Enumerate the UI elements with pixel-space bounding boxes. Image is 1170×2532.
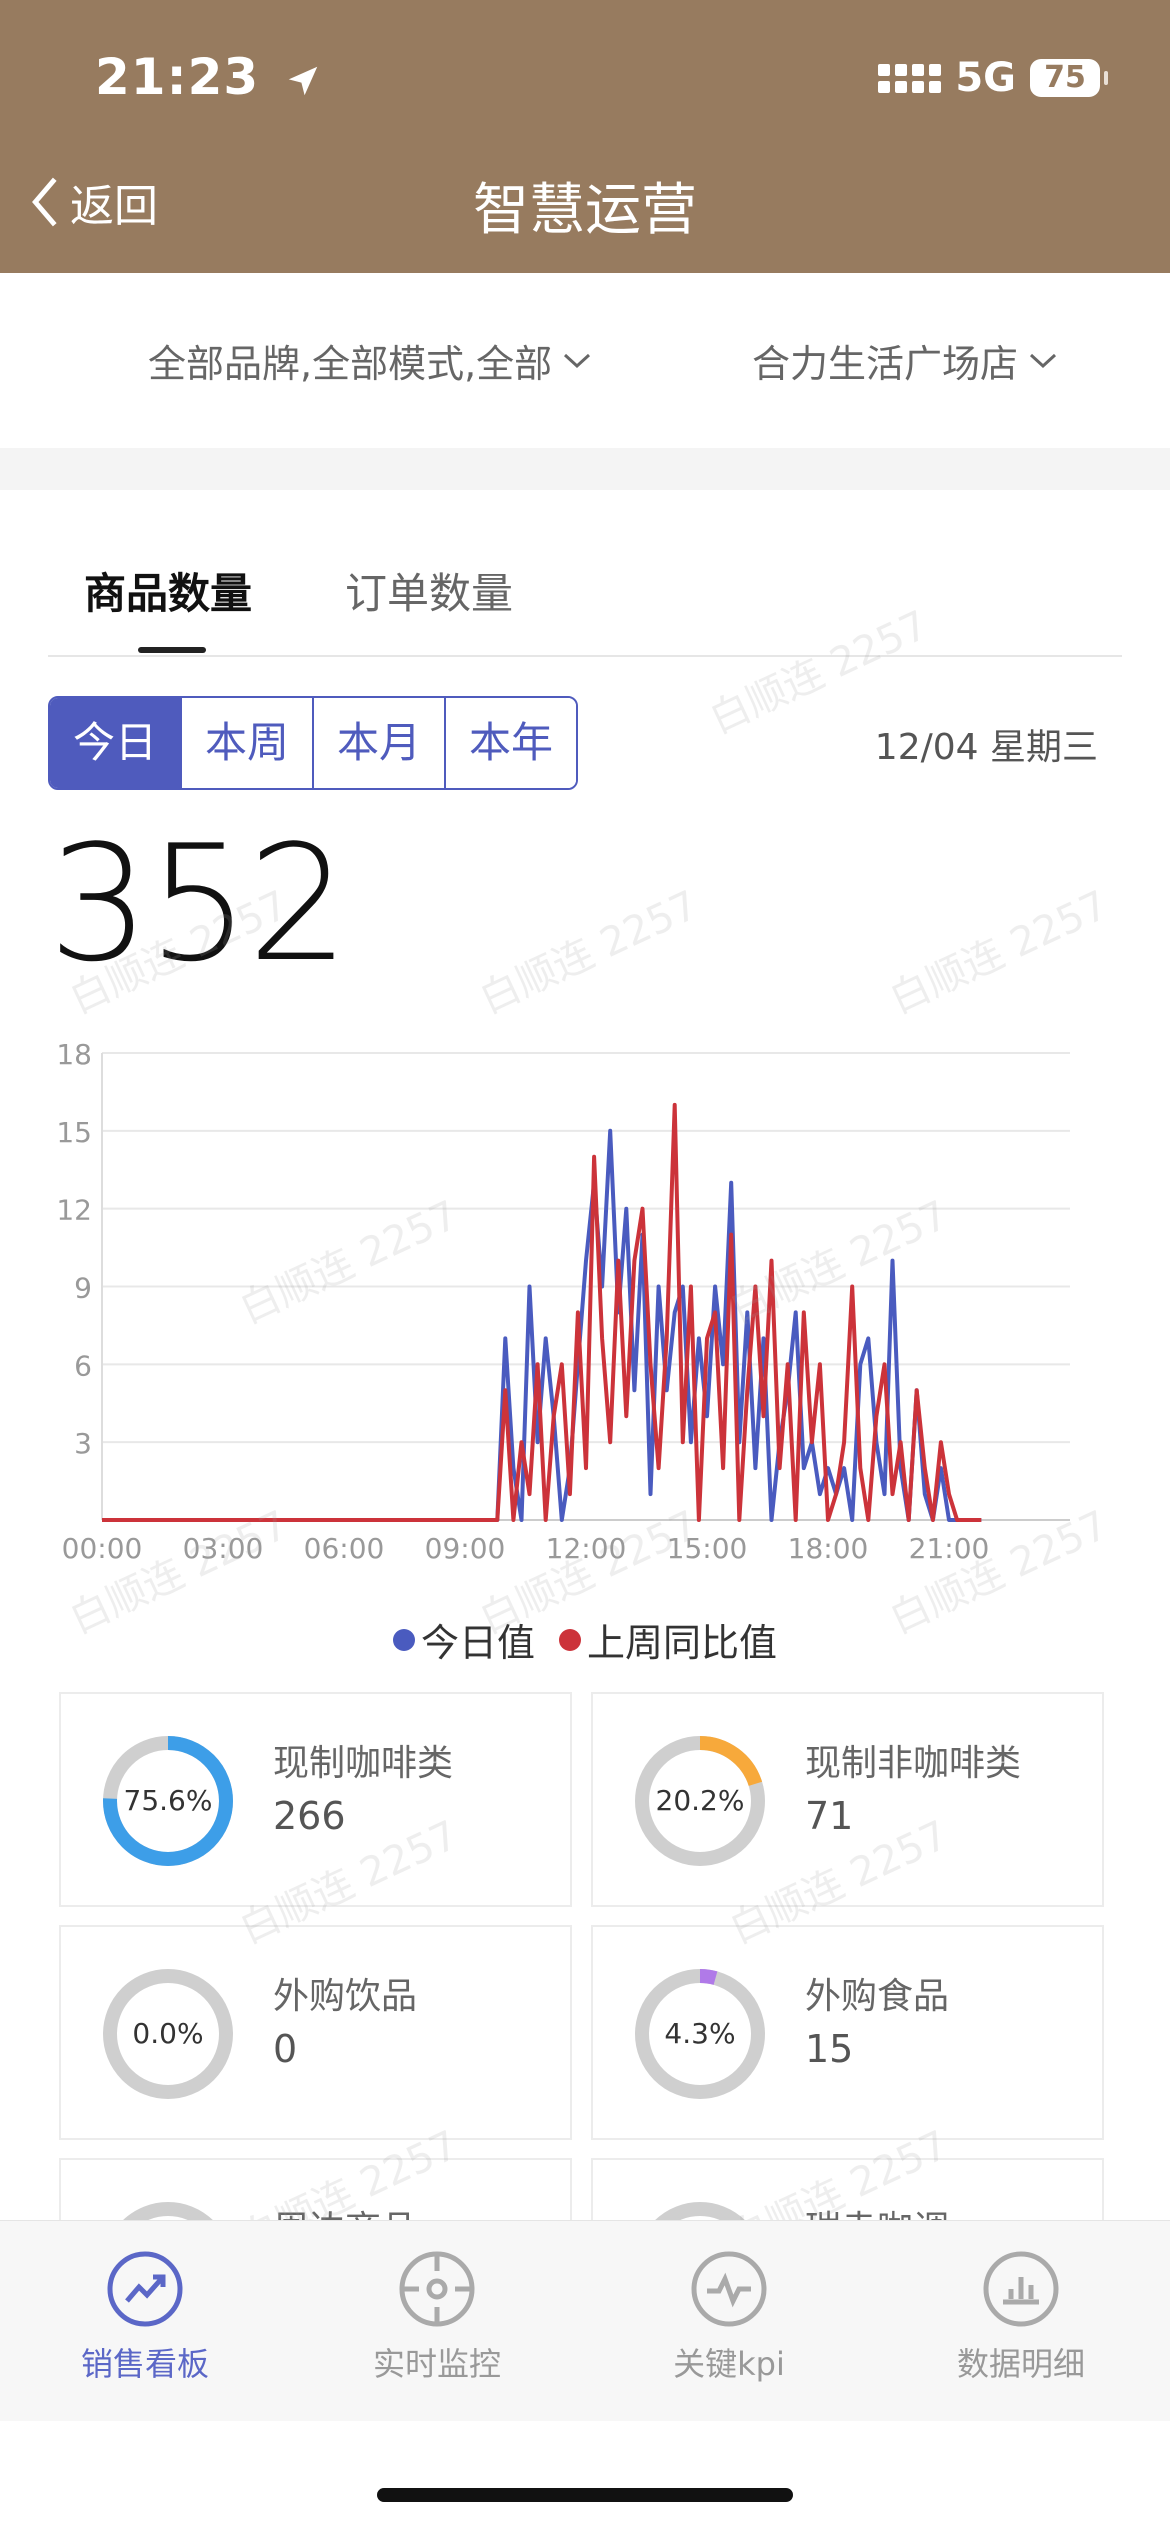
progress-ring-icon — [103, 1736, 233, 1866]
category-percent: 0.0% — [132, 2017, 204, 2050]
category-card[interactable]: 75.6% 现制咖啡类 266 — [59, 1692, 572, 1907]
x-tick-label: 21:00 — [909, 1532, 990, 1565]
tab-realtime-monitor-label: 实时监控 — [372, 2345, 501, 2383]
legend-item-lastweek[interactable]: 上周同比值 — [559, 1612, 777, 1667]
back-label: 返回 — [70, 181, 158, 232]
status-indicators: 5G 75 — [878, 55, 1108, 101]
bar-chart-icon — [983, 2251, 1059, 2327]
battery-icon: 75 — [1030, 59, 1108, 97]
period-month-button[interactable]: 本月 — [312, 698, 444, 788]
x-tick-label: 15:00 — [667, 1532, 748, 1565]
progress-ring-icon — [635, 1736, 765, 1866]
target-icon — [399, 2251, 475, 2327]
filter-bar: 全部品牌,全部模式,全部 合力生活广场店 — [0, 273, 1170, 448]
tab-divider — [48, 655, 1122, 657]
category-percent: 75.6% — [123, 1784, 213, 1817]
tab-key-kpi-label: 关键kpi — [673, 2345, 785, 2383]
store-value: 合力生活广场店 — [752, 342, 1019, 386]
x-tick-label: 12:00 — [546, 1532, 627, 1565]
watermark-text: 白顺连 2257 — [472, 882, 705, 1024]
status-time: 21:23 — [95, 48, 322, 106]
period-week-button[interactable]: 本周 — [180, 698, 312, 788]
category-card[interactable]: 4.3% 外购食品 15 — [591, 1925, 1104, 2140]
pulse-icon — [691, 2251, 767, 2327]
category-value: 0 — [273, 2027, 298, 2071]
chevron-down-icon — [564, 353, 591, 368]
category-name: 现制非咖啡类 — [805, 1743, 1022, 1784]
legend-label-today: 今日值 — [420, 1621, 535, 1665]
section-separator — [0, 448, 1170, 490]
trend-chart-icon — [107, 2251, 183, 2327]
x-tick-label: 03:00 — [183, 1532, 264, 1565]
tab-realtime-monitor[interactable]: 实时监控 — [337, 2249, 537, 2385]
x-tick-label: 06:00 — [304, 1532, 385, 1565]
battery-level: 75 — [1044, 60, 1086, 95]
y-tick-label: 6 — [74, 1349, 92, 1382]
tab-order-count[interactable]: 订单数量 — [345, 569, 514, 618]
category-percent: 20.2% — [655, 1784, 745, 1817]
category-card[interactable]: 0.0% 外购饮品 0 — [59, 1925, 572, 2140]
page-title: 智慧运营 — [473, 178, 697, 243]
period-today-button[interactable]: 今日 — [50, 698, 180, 788]
active-tab-indicator — [138, 647, 206, 653]
chevron-down-icon — [1030, 353, 1057, 368]
period-year-button[interactable]: 本年 — [444, 698, 576, 788]
category-name: 现制咖啡类 — [273, 1743, 454, 1784]
total-count: 352 — [48, 810, 349, 997]
legend-dot-lastweek — [559, 1628, 582, 1651]
y-tick-label: 12 — [56, 1194, 92, 1227]
x-tick-label: 09:00 — [425, 1532, 506, 1565]
legend-item-today[interactable]: 今日值 — [392, 1612, 535, 1667]
home-indicator — [377, 2488, 793, 2502]
x-tick-label: 18:00 — [788, 1532, 869, 1565]
legend-dot-today — [392, 1628, 415, 1651]
brand-mode-dropdown[interactable]: 全部品牌,全部模式,全部 — [148, 333, 592, 388]
tab-key-kpi[interactable]: 关键kpi — [629, 2249, 829, 2385]
category-value: 15 — [805, 2027, 854, 2071]
app-header: 21:23 5G 75 返回 智慧运营 — [0, 0, 1170, 273]
period-selector: 今日 本周 本月 本年 — [48, 696, 578, 790]
tab-sales-board[interactable]: 销售看板 — [45, 2249, 245, 2385]
watermark-text: 白顺连 2257 — [882, 882, 1115, 1024]
progress-ring-icon — [635, 1969, 765, 2099]
category-percent: 4.3% — [664, 2017, 736, 2050]
signal-icon — [878, 63, 942, 93]
x-tick-label: 00:00 — [62, 1532, 143, 1565]
back-button[interactable]: 返回 — [28, 170, 158, 234]
series-line-lastweek — [102, 1102, 982, 1522]
category-value: 266 — [273, 1794, 346, 1838]
bottom-tab-bar: 销售看板 实时监控 关键kpi 数据明细 — [0, 2220, 1170, 2421]
progress-ring-icon — [103, 1969, 233, 2099]
tab-sales-board-label: 销售看板 — [80, 2345, 209, 2383]
line-chart: 3 6 9 12 15 18 00:00 03:00 06:00 09:00 12:00 15:00 1… — [56, 1038, 1070, 1565]
tab-data-detail[interactable]: 数据明细 — [921, 2249, 1121, 2385]
chevron-left-icon — [32, 177, 57, 227]
category-card[interactable]: 20.2% 现制非咖啡类 71 — [591, 1692, 1104, 1907]
tab-product-count[interactable]: 商品数量 — [84, 569, 253, 618]
store-dropdown[interactable]: 合力生活广场店 — [752, 333, 1058, 388]
date-label: 12/04 星期三 — [874, 727, 1098, 768]
category-name: 外购食品 — [805, 1976, 950, 2017]
category-name: 外购饮品 — [273, 1976, 418, 2017]
brand-mode-value: 全部品牌,全部模式,全部 — [148, 342, 553, 386]
tab-data-detail-label: 数据明细 — [956, 2345, 1085, 2383]
chart-legend: 今日值 上周同比值 — [0, 1612, 1170, 1667]
y-tick-label: 9 — [74, 1272, 92, 1305]
y-tick-label: 18 — [56, 1038, 92, 1071]
y-tick-label: 15 — [56, 1116, 92, 1149]
category-value: 71 — [805, 1794, 854, 1838]
location-arrow-icon — [288, 66, 317, 95]
network-type: 5G — [955, 55, 1016, 101]
status-time-text: 21:23 — [95, 48, 260, 106]
y-tick-label: 3 — [74, 1427, 92, 1460]
legend-label-lastweek: 上周同比值 — [587, 1621, 778, 1665]
